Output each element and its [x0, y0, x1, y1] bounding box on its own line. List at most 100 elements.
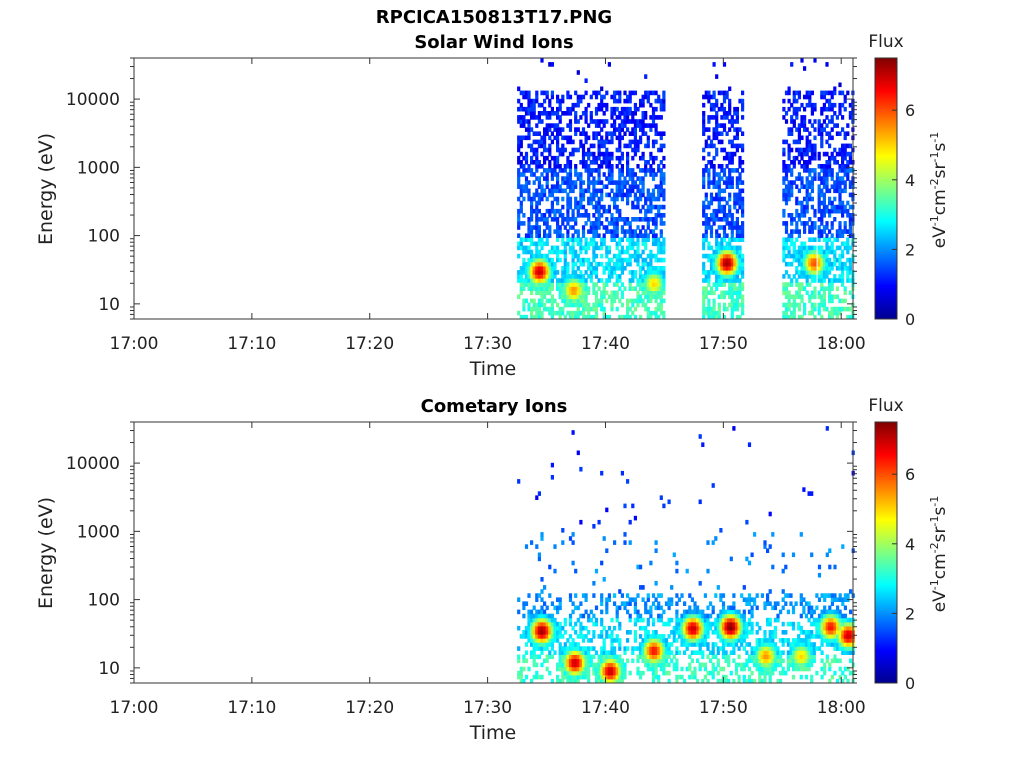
heatmap-cell — [771, 658, 775, 664]
heatmap-cell — [820, 249, 824, 255]
heatmap-cell — [825, 638, 829, 643]
heatmap-cell — [734, 638, 739, 643]
heatmap-cell — [535, 229, 539, 234]
heatmap-cell — [589, 278, 593, 283]
heatmap-cell — [784, 229, 789, 234]
heatmap-cell — [758, 646, 762, 651]
heatmap-cell — [707, 302, 711, 308]
heatmap-cell — [618, 625, 622, 631]
heatmap-cell — [602, 306, 606, 312]
heatmap-cell — [618, 241, 622, 247]
heatmap-cell — [592, 593, 596, 598]
heatmap-cell — [804, 642, 809, 647]
heatmap-cell — [828, 143, 832, 149]
heatmap-cell — [639, 253, 643, 259]
heatmap-cell — [662, 143, 666, 149]
heatmap-cell — [641, 188, 645, 194]
heatmap-cell — [607, 274, 611, 279]
heatmap-cell — [768, 589, 772, 594]
heatmap-cell — [517, 160, 521, 165]
heatmap-cell — [633, 192, 637, 198]
heatmap-cell — [794, 650, 798, 655]
heatmap-cell — [537, 621, 541, 627]
heatmap-cell — [787, 314, 791, 320]
heatmap-cell — [698, 581, 702, 586]
heatmap-cell — [524, 642, 529, 647]
heatmap-cell — [728, 294, 732, 300]
heatmap-cell — [670, 642, 674, 647]
heatmap-cell — [568, 310, 573, 316]
heatmap-cell — [799, 658, 803, 664]
heatmap-cell — [730, 213, 734, 218]
heatmap-cell — [717, 106, 721, 112]
heatmap-cell — [631, 302, 635, 308]
heatmap-cell — [838, 192, 842, 198]
heatmap-cell — [732, 678, 736, 684]
heatmap-cell — [522, 266, 526, 271]
heatmap-cell — [825, 172, 829, 177]
heatmap-cell — [553, 208, 557, 214]
heatmap-cell — [641, 225, 645, 230]
heatmap-cell — [711, 630, 715, 635]
heatmap-cell — [556, 155, 560, 161]
heatmap-cell — [545, 131, 549, 136]
heatmap-cell — [517, 135, 521, 141]
heatmap-cell — [581, 233, 586, 238]
heatmap-cell — [659, 646, 663, 651]
heatmap-cell — [732, 605, 736, 611]
heatmap-cell — [835, 131, 839, 136]
heatmap-cell — [532, 196, 536, 202]
heatmap-cell — [579, 625, 583, 631]
heatmap-cell — [817, 237, 821, 242]
heatmap-cell — [553, 650, 557, 655]
heatmap-cell — [822, 253, 826, 259]
heatmap-cell — [696, 621, 700, 627]
heatmap-cell — [735, 180, 739, 185]
heatmap-cell — [594, 180, 599, 185]
heatmap-cell — [792, 98, 796, 104]
heatmap-cell — [600, 253, 604, 259]
heatmap-cell — [675, 666, 679, 672]
heatmap-cell — [561, 528, 565, 533]
heatmap-cell — [755, 646, 759, 651]
heatmap-cell — [646, 310, 650, 316]
heatmap-cell — [566, 290, 570, 296]
heatmap-cell — [574, 249, 578, 255]
heatmap-cell — [568, 658, 573, 664]
heatmap-cell — [776, 646, 780, 651]
heatmap-cell — [787, 249, 791, 255]
heatmap-cell — [530, 155, 534, 161]
heatmap-cell — [738, 192, 742, 198]
heatmap-cell — [790, 237, 794, 242]
heatmap-cell — [584, 666, 588, 672]
heatmap-cell — [808, 237, 812, 242]
heatmap-cell — [828, 609, 832, 615]
heatmap-cell — [556, 94, 560, 100]
heatmap-cell — [843, 638, 847, 643]
heatmap-cell — [654, 630, 658, 635]
heatmap-cell — [817, 306, 821, 312]
heatmap-cell — [833, 621, 837, 627]
heatmap-cell — [787, 188, 791, 194]
heatmap-cell — [735, 278, 739, 283]
heatmap-cell — [693, 609, 697, 615]
heatmap-cell — [683, 609, 687, 615]
heatmap-cell — [688, 617, 692, 623]
heatmap-cell — [733, 106, 737, 112]
heatmap-cell — [794, 654, 798, 660]
heatmap-cell — [662, 245, 666, 251]
heatmap-cell — [615, 638, 619, 643]
heatmap-cell — [522, 630, 526, 635]
heatmap-cell — [782, 147, 786, 153]
heatmap-cell — [817, 164, 821, 169]
heatmap-cell — [742, 613, 746, 619]
heatmap-cell — [550, 638, 554, 643]
heatmap-cell — [792, 90, 796, 96]
heatmap-cell — [728, 245, 732, 251]
heatmap-cell — [781, 630, 785, 635]
heatmap-cell — [841, 650, 845, 655]
heatmap-cell — [543, 147, 547, 153]
heatmap-cell — [664, 646, 669, 651]
heatmap-cell — [820, 90, 824, 96]
heatmap-cell — [607, 650, 611, 655]
